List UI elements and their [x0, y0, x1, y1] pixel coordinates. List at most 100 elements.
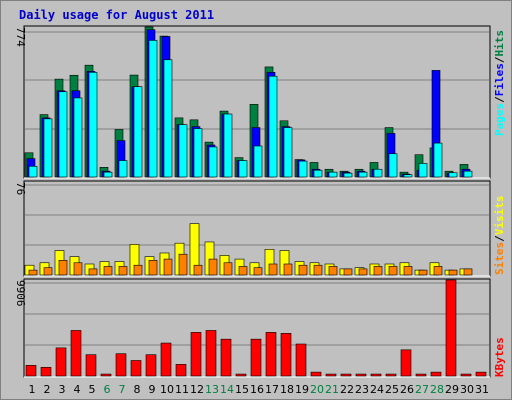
pages-bar: [298, 160, 308, 178]
legend-kbytes-label: KBytes: [493, 337, 506, 377]
sites-bar: [373, 266, 383, 276]
day-label: 3: [59, 383, 66, 396]
day-label: 18: [280, 383, 294, 396]
pages-bar: [133, 86, 143, 178]
pages-bar: [208, 146, 218, 178]
sites-bar: [343, 268, 353, 276]
sites-bar: [253, 267, 263, 276]
day-label: 8: [134, 383, 141, 396]
pages-bar: [433, 142, 443, 178]
pages-bar: [88, 72, 98, 178]
day-label: 7: [119, 383, 126, 396]
pages-bar: [448, 172, 458, 178]
legend-files: Files: [493, 63, 506, 96]
sites-bar: [208, 258, 218, 276]
pages-bar: [373, 168, 383, 178]
sites-bar: [448, 269, 458, 276]
kbytes-bar: [325, 373, 337, 377]
kbytes-bar: [100, 373, 112, 377]
pages-bar: [253, 145, 263, 178]
day-label: 26: [400, 383, 414, 396]
kbytes-bar: [40, 366, 52, 377]
day-label: 19: [295, 383, 309, 396]
kbytes-bar: [250, 338, 262, 377]
sites-bar: [58, 260, 68, 276]
pages-bar: [463, 170, 473, 178]
kbytes-bar: [460, 373, 472, 377]
day-label: 21: [325, 383, 339, 396]
pages-bar: [313, 169, 323, 178]
kbytes-bar: [160, 342, 172, 377]
legend-sites-visits: Sites/Visits: [493, 196, 506, 276]
sites-bar: [403, 266, 413, 276]
pages-bar: [358, 171, 368, 178]
sites-bar: [148, 260, 158, 276]
day-label: 10: [160, 383, 174, 396]
day-label: 29: [445, 383, 459, 396]
sites-bar: [163, 258, 173, 276]
day-label: 15: [235, 383, 249, 396]
legend-hits-files-pages: Pages/Files/Hits: [493, 30, 506, 136]
sites-bar: [238, 266, 248, 276]
pages-bar: [283, 127, 293, 178]
sites-bar: [118, 266, 128, 276]
kbytes-bar: [430, 371, 442, 377]
sites-bar: [103, 266, 113, 276]
pages-bar: [58, 91, 68, 178]
day-label: 6: [104, 383, 111, 396]
day-label: 16: [250, 383, 264, 396]
day-label: 20: [310, 383, 324, 396]
pages-bar: [328, 171, 338, 178]
day-label: 23: [355, 383, 369, 396]
kbytes-bar: [115, 353, 127, 377]
pages-bar: [403, 174, 413, 178]
day-label: 27: [415, 383, 429, 396]
sites-bar: [283, 263, 293, 276]
sites-bar: [358, 268, 368, 276]
sites-bar: [193, 264, 203, 276]
day-label: 30: [460, 383, 474, 396]
kbytes-bar: [385, 373, 397, 377]
legend-sites: Sites: [493, 242, 506, 275]
sites-bar: [28, 269, 38, 276]
sites-bar: [328, 266, 338, 276]
pages-bar: [103, 171, 113, 178]
kbytes-bar: [280, 333, 292, 377]
legend-kbytes: KBytes: [493, 337, 506, 377]
sites-bar: [268, 263, 278, 276]
day-label: 9: [149, 383, 156, 396]
day-label: 5: [89, 383, 96, 396]
legend-pages: Pages: [493, 103, 506, 136]
panel-visits-background: [23, 180, 491, 277]
sites-bar: [388, 266, 398, 276]
sites-bar: [418, 269, 428, 276]
sites-bar: [73, 262, 83, 276]
pages-bar: [343, 172, 353, 178]
kbytes-bar: [235, 373, 247, 377]
kbytes-bar: [475, 371, 487, 377]
panel2-max-label: 76: [14, 182, 27, 195]
pages-bar: [163, 59, 173, 178]
kbytes-bar: [310, 371, 322, 377]
legend-visits: Visits: [493, 196, 506, 236]
kbytes-bar: [415, 373, 427, 377]
pages-bar: [73, 97, 83, 178]
kbytes-bar: [85, 354, 97, 377]
kbytes-bar: [340, 373, 352, 377]
panel1-max-label: 774: [14, 27, 27, 47]
day-label: 12: [190, 383, 204, 396]
sites-bar: [133, 264, 143, 276]
kbytes-bar: [205, 330, 217, 377]
day-label: 22: [340, 383, 354, 396]
pages-bar: [148, 40, 158, 178]
sites-bar: [463, 268, 473, 276]
kbytes-bar: [220, 338, 232, 377]
sites-bar: [298, 264, 308, 276]
panel3-max-label: 9906: [14, 280, 27, 307]
kbytes-bar: [265, 332, 277, 377]
sites-bar: [43, 267, 53, 276]
sites-bar: [313, 264, 323, 276]
legend-hits: Hits: [493, 30, 506, 57]
day-label: 11: [175, 383, 189, 396]
